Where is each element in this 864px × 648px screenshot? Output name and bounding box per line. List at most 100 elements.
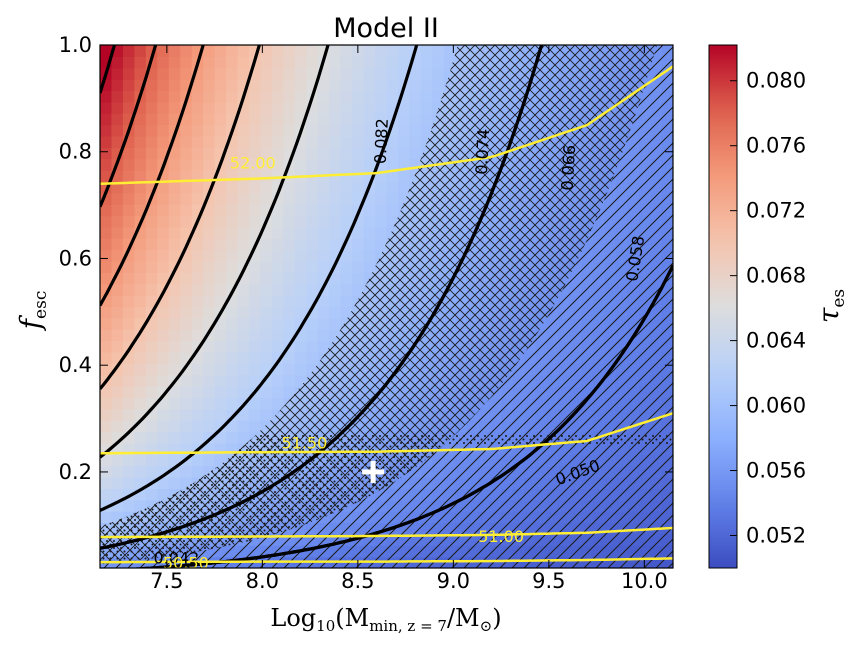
- heatmap-cell: [122, 374, 135, 387]
- heatmap-cell: [168, 408, 181, 421]
- x-axis-label-log-sub: 10: [316, 617, 335, 635]
- heatmap-cell: [294, 135, 307, 148]
- x-tick-label: 9.0: [437, 569, 470, 593]
- heatmap-cell: [111, 408, 124, 421]
- heatmap-cell: [145, 181, 158, 194]
- heatmap-cell: [375, 238, 388, 251]
- heatmap-cell: [248, 295, 262, 308]
- heatmap-cell: [122, 147, 135, 160]
- heatmap-cell: [168, 238, 181, 251]
- hatch-diag-region: [100, 45, 673, 568]
- heatmap-cell: [145, 101, 158, 114]
- heatmap-cell: [145, 420, 158, 433]
- heatmap-cell: [203, 283, 216, 296]
- heatmap-cell: [191, 261, 204, 273]
- heatmap-cell: [375, 181, 388, 194]
- heatmap-cell: [134, 374, 147, 387]
- colorbar-tick-label: 0.064: [746, 329, 806, 353]
- heatmap-cell: [214, 261, 227, 273]
- heatmap-cell: [157, 204, 170, 217]
- heatmap-cell: [214, 181, 227, 194]
- heatmap-cell: [145, 397, 158, 410]
- heatmap-cell: [191, 113, 204, 126]
- heatmap-cell: [134, 454, 147, 467]
- heatmap-cell: [145, 124, 158, 137]
- heatmap-cell: [363, 147, 376, 160]
- heatmap-cell: [203, 135, 216, 148]
- heatmap-cell: [352, 226, 365, 239]
- heatmap-cell: [409, 135, 422, 148]
- heatmap-cell: [134, 181, 147, 194]
- heatmap-cell: [214, 454, 227, 467]
- heatmap-cell: [352, 261, 365, 273]
- tau-contour-label-group: 0.074: [472, 128, 493, 175]
- heatmap-cell: [180, 363, 193, 376]
- heatmap-cell: [122, 79, 135, 92]
- heatmap-cell: [191, 329, 204, 342]
- heatmap-cell: [260, 192, 273, 205]
- heatmap-cell: [180, 67, 193, 80]
- heatmap-cell: [226, 135, 239, 148]
- heatmap-cell: [100, 329, 113, 342]
- heatmap-cell: [306, 67, 319, 80]
- heatmap-cell: [317, 147, 330, 160]
- heatmap-cell: [157, 113, 170, 126]
- heatmap-cell: [352, 181, 365, 194]
- heatmap-cell: [260, 124, 273, 137]
- heatmap-cell: [180, 170, 193, 183]
- heatmap-cell: [432, 67, 445, 80]
- heatmap-cell: [134, 101, 147, 114]
- heatmap-cell: [271, 56, 284, 69]
- heatmap-cell: [180, 147, 193, 160]
- heatmap-cell: [157, 374, 170, 387]
- heatmap-cell: [260, 90, 273, 103]
- heatmap-cell: [294, 158, 307, 171]
- heatmap-cell: [375, 90, 388, 103]
- heatmap-cell: [111, 329, 124, 342]
- heatmap-cell: [122, 170, 135, 183]
- x-tick-label: 7.5: [150, 569, 183, 593]
- heatmap-cell: [100, 45, 113, 57]
- heatmap-cell: [214, 363, 227, 376]
- heatmap-cell: [100, 170, 113, 183]
- heatmap-cell: [145, 113, 158, 126]
- heatmap-cell: [363, 45, 376, 57]
- heatmap-cell: [363, 79, 376, 92]
- heatmap-cell: [134, 408, 147, 421]
- plot-area: 0.082 0.074 0.0660.0580.0500.04252.0051.50…: [100, 45, 673, 568]
- heatmap-cell: [329, 56, 342, 69]
- heatmap-cell: [111, 192, 124, 205]
- heatmap-cell: [226, 56, 239, 69]
- heatmap-cell: [100, 79, 113, 92]
- heatmap-cell: [122, 158, 135, 171]
- heatmap-cell: [420, 113, 433, 126]
- heatmap-cell: [122, 272, 135, 285]
- heatmap-cell: [111, 170, 124, 183]
- heatmap-cell: [214, 374, 227, 387]
- heatmap-cell: [237, 181, 250, 194]
- heatmap-cell: [145, 215, 158, 228]
- heatmap-cell: [111, 420, 124, 433]
- heatmap-cell: [226, 170, 239, 183]
- heatmap-cell: [168, 295, 181, 308]
- heatmap-cell: [329, 283, 342, 296]
- heatmap-cell: [226, 79, 239, 92]
- heatmap-cell: [340, 295, 353, 308]
- tau-contour-line: [126, 264, 673, 568]
- heatmap-cell: [352, 90, 365, 103]
- heatmap-cell: [180, 306, 193, 319]
- heatmap-cell: [180, 272, 193, 285]
- heatmap-cell: [260, 272, 273, 285]
- heatmap-cell: [248, 317, 262, 330]
- heatmap-cell: [271, 170, 284, 183]
- heatmap-cell: [271, 158, 284, 171]
- heatmap-cell: [168, 306, 181, 319]
- tau-contour-line: [100, 45, 544, 550]
- heatmap-cell: [226, 386, 239, 399]
- heatmap-cell: [294, 249, 307, 262]
- heatmap-cell: [317, 158, 330, 171]
- colorbar: 0.052 0.056 0.060 0.064 0.068 0.072 0.076 0.080: [708, 44, 806, 569]
- heatmap-cell: [329, 272, 342, 285]
- heatmap-cell: [260, 158, 273, 171]
